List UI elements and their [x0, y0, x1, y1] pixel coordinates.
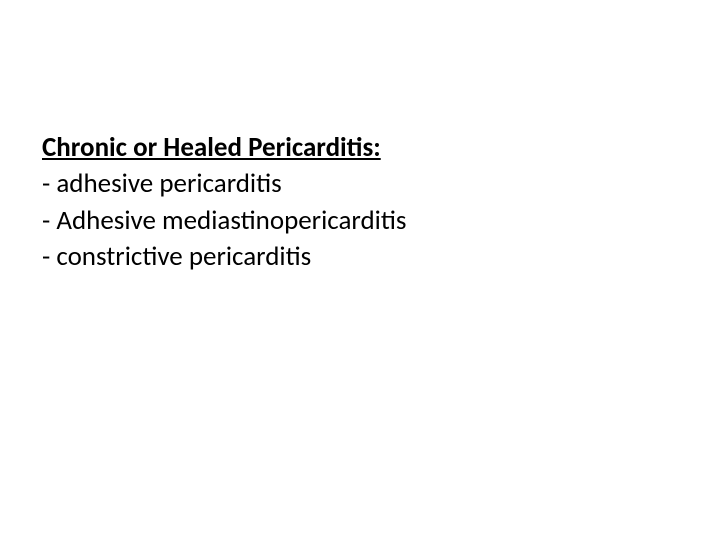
list-item: - Adhesive mediastinopericarditis	[42, 203, 680, 239]
list-item: - constrictive pericarditis	[42, 239, 680, 275]
slide-heading: Chronic or Healed Pericarditis:	[42, 131, 381, 164]
slide-body: Chronic or Healed Pericarditis: - adhesi…	[0, 0, 720, 540]
heading-line: Chronic or Healed Pericarditis:	[42, 130, 680, 166]
list-item: - adhesive pericarditis	[42, 166, 680, 202]
